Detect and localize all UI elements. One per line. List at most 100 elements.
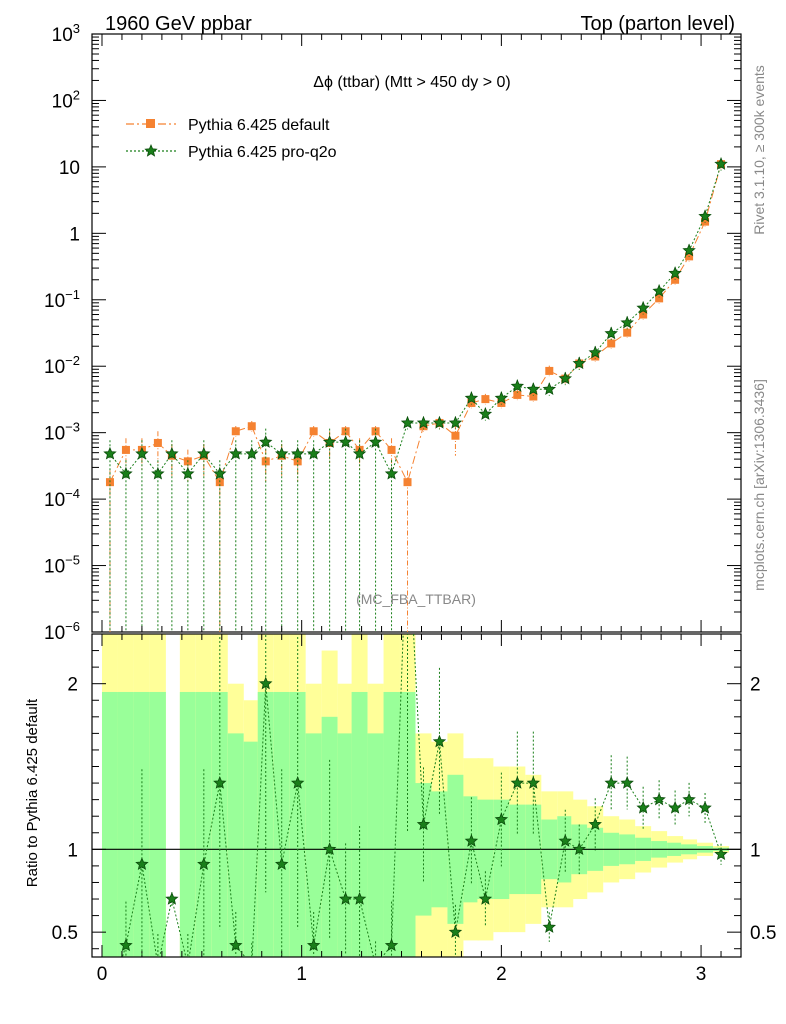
ratio-point-proq2o — [448, 925, 463, 938]
point-proq2o — [290, 446, 305, 460]
chart-title: Δϕ (ttbar) (Mtt > 450 dy > 0) — [313, 74, 511, 91]
ratio-band-inner — [367, 733, 384, 957]
main-y-tick-label: 102 — [52, 87, 80, 112]
ratio-point-proq2o — [384, 938, 399, 952]
point-proq2o — [572, 356, 586, 370]
legend-entry-proq2o: Pythia 6.425 pro-q2o — [126, 143, 337, 161]
point-default — [153, 438, 162, 447]
ratio-band-inner — [195, 691, 212, 957]
point-proq2o — [478, 407, 493, 420]
ratio-panel: 0 1 2 3 2 2 1 1 0.5 0.5 — [52, 34, 776, 985]
point-proq2o — [682, 243, 696, 257]
ratio-point-proq2o — [698, 800, 712, 814]
main-y-tick-label: 10−5 — [44, 553, 80, 578]
ratio-band-inner — [399, 691, 416, 957]
main-y-tick-label: 103 — [52, 21, 80, 46]
process-label: Top (parton level) — [580, 13, 735, 35]
point-proq2o — [213, 466, 227, 480]
point-proq2o — [135, 446, 149, 460]
ratio-band-inner — [211, 691, 228, 957]
main-y-tick-label: 10−6 — [44, 619, 80, 644]
ratio-point-proq2o — [668, 800, 682, 814]
ratio-band-inner — [273, 691, 290, 957]
point-proq2o — [620, 315, 634, 329]
point-proq2o — [588, 345, 602, 359]
point-default — [121, 445, 130, 454]
point-proq2o — [604, 326, 618, 340]
x-tick-label: 2 — [496, 964, 507, 985]
point-proq2o — [494, 391, 509, 404]
ratio-point-proq2o — [588, 817, 602, 831]
series-default — [105, 158, 726, 632]
ratio-point-proq2o — [165, 891, 179, 905]
point-proq2o — [245, 446, 259, 460]
ratio-band-inner — [289, 691, 306, 957]
point-proq2o — [384, 466, 399, 480]
point-default — [607, 339, 616, 348]
mcplots-label: mcplots.cern.ch [arXiv:1306.3436] — [751, 379, 767, 591]
ratio-point-proq2o — [197, 857, 211, 870]
legend-entry-default: Pythia 6.425 default — [126, 117, 330, 134]
ratio-line-proq2o — [121, 634, 722, 957]
point-proq2o — [368, 435, 383, 448]
ratio-y-tick-label-right: 0.5 — [750, 923, 776, 944]
point-default — [371, 427, 380, 436]
point-default — [623, 328, 632, 337]
point-proq2o — [698, 209, 712, 223]
ratio-band-inner — [305, 733, 322, 957]
series-line-proq2o — [109, 163, 722, 476]
ratio-band-inner — [101, 691, 118, 957]
point-proq2o — [197, 446, 211, 460]
ratio-band-inner — [227, 733, 244, 957]
legend-label-default: Pythia 6.425 default — [188, 117, 330, 134]
ratio-band-inner — [133, 691, 150, 957]
point-proq2o — [229, 446, 243, 460]
ratio-point-proq2o — [275, 857, 289, 870]
ratio-point-proq2o — [572, 842, 586, 856]
ratio-point-proq2o — [714, 847, 728, 861]
ratio-band-inner — [117, 691, 134, 957]
series-line-default — [109, 164, 722, 484]
x-tick-label: 0 — [97, 964, 108, 985]
ratio-y-tick-label: 1 — [67, 840, 78, 861]
ratio-point-proq2o — [464, 834, 479, 847]
ratio-y-tick-label-right: 1 — [750, 840, 761, 861]
ratio-point-proq2o — [682, 792, 696, 806]
main-y-tick-label: 10 — [59, 158, 80, 179]
x-tick-label: 1 — [296, 964, 307, 985]
ratio-point-proq2o — [620, 776, 634, 789]
ratio-y-tick-label: 0.5 — [52, 923, 78, 944]
main-y-tick-label: 10−1 — [44, 287, 80, 312]
point-default — [701, 217, 710, 226]
ratio-band-inner — [149, 691, 166, 957]
point-default — [655, 294, 664, 303]
point-default — [231, 427, 240, 436]
watermark: (MC_FBA_TTBAR) — [356, 591, 476, 607]
point-proq2o — [542, 382, 556, 395]
point-default — [591, 352, 600, 361]
ratio-point-proq2o — [119, 938, 133, 952]
point-proq2o — [119, 466, 133, 480]
point-default — [529, 392, 538, 401]
ratio-point-proq2o — [478, 891, 493, 905]
main-frame — [91, 33, 742, 633]
ratio-point-proq2o — [542, 920, 556, 933]
ratio-point-proq2o — [510, 776, 525, 789]
ratio-point-proq2o — [416, 817, 431, 831]
point-default — [451, 431, 460, 440]
main-y-tick-label: 10−4 — [44, 486, 80, 511]
ratio-point-proq2o — [636, 800, 650, 814]
ratio-y-tick-label-right: 2 — [750, 675, 761, 696]
point-default — [309, 427, 318, 436]
point-proq2o — [432, 415, 447, 429]
ratio-point-proq2o — [558, 834, 572, 847]
x-axis: 0 1 2 3 — [97, 34, 742, 985]
point-proq2o — [352, 446, 367, 460]
point-default — [545, 366, 554, 375]
ratio-frame — [91, 633, 742, 958]
main-y-tick-label: 10−3 — [44, 420, 80, 445]
main-y-tick-label: 10−2 — [44, 353, 80, 378]
point-proq2o — [510, 379, 525, 392]
